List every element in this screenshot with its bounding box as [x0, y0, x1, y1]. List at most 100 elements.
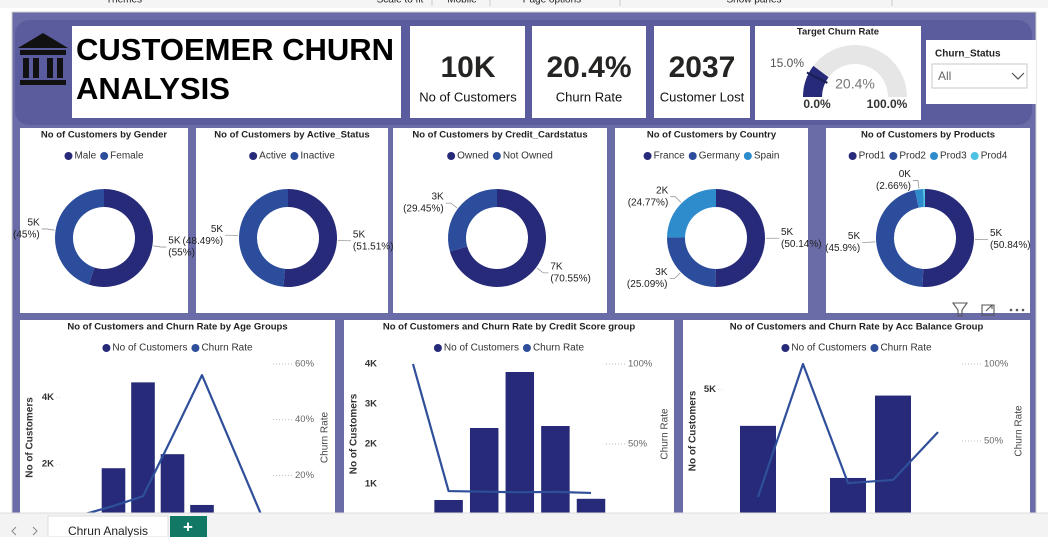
kpi-value: 10K [440, 51, 495, 84]
data-label: (29.45%) [403, 204, 444, 215]
toolbar-item[interactable]: Show panes [726, 0, 781, 6]
legend-label: Prod3 [940, 151, 967, 162]
slicer-dropdown[interactable] [931, 63, 1028, 89]
dropdown-chevron [1011, 72, 1025, 80]
legend-label: Prod2 [899, 151, 926, 162]
legend-marker [447, 152, 456, 160]
y-tick-label: 3K [365, 399, 377, 410]
legend: Active Inactive [249, 151, 335, 162]
legend-label: Prod4 [981, 151, 1008, 162]
kpi-label: Customer Lost [660, 89, 745, 104]
leader-line [153, 245, 167, 248]
page-tab-label[interactable]: Chrun Analysis [68, 524, 148, 537]
y-tick-label: 5K [704, 384, 716, 395]
focus-icon[interactable] [981, 304, 995, 316]
toolbar-item[interactable]: Mobile [447, 0, 477, 6]
tab-next[interactable] [32, 526, 38, 536]
page-tab[interactable] [47, 515, 169, 537]
bar [875, 395, 911, 518]
legend-label: No of Customers [112, 343, 187, 354]
y2-tick-label: 50% [984, 436, 1004, 447]
legend-label: Churn Rate [201, 343, 253, 354]
data-label: (2.66%) [876, 181, 911, 192]
legend-label: Female [110, 151, 144, 162]
legend-marker [100, 152, 109, 160]
leader-line [41, 228, 55, 231]
legend-marker [781, 344, 790, 352]
gauge-track [803, 45, 907, 97]
legend-label: Spain [754, 151, 780, 162]
y2-tick-label: 100% [984, 359, 1009, 370]
legend-marker [688, 152, 697, 160]
donut-slice [449, 189, 546, 287]
toolbar-item[interactable]: Page options [523, 0, 581, 6]
gauge [803, 45, 907, 97]
legend-label: Inactive [300, 151, 335, 162]
legend-marker [290, 152, 299, 160]
leader-line [912, 180, 920, 189]
slicer-selected: All [938, 69, 951, 83]
donut-slice [88, 189, 153, 287]
chart-title: No of Customers and Churn Rate by Age Gr… [67, 322, 287, 333]
data-label: (50.14%) [781, 239, 822, 250]
data-label-count: 5K [168, 236, 181, 247]
donut-slice [923, 189, 925, 208]
legend: No of Customers Churn Rate [102, 343, 253, 354]
bar [505, 372, 535, 524]
kpi-label: No of Customers [419, 89, 517, 104]
donut-slice [447, 189, 497, 252]
toolbar-item[interactable]: Scale to fit [377, 0, 424, 6]
data-label-count: 5K [848, 231, 861, 242]
leader-line [862, 241, 876, 243]
legend-label: Active [259, 151, 287, 162]
y2-tick-label: 100% [628, 359, 653, 370]
data-label: (25.09%) [627, 279, 668, 290]
filter-icon[interactable] [951, 302, 969, 317]
gauge-target-label: 15.0% [770, 56, 804, 70]
legend-marker [848, 152, 857, 160]
bar [160, 454, 185, 531]
legend-label: No of Customers [444, 343, 519, 354]
y-tick-label: 2K [365, 439, 377, 450]
y2-axis-title: Churn Rate [1014, 405, 1025, 457]
slicer-title: Churn_Status [935, 49, 1001, 60]
toolbar-item[interactable]: Themes [106, 0, 142, 6]
more-icon[interactable] [1009, 308, 1025, 312]
y2-tick-label: 40% [295, 414, 315, 425]
legend: France Germany Spain [643, 151, 780, 162]
legend-marker [102, 344, 111, 352]
leader-line [536, 267, 549, 274]
legend-label: Prod1 [859, 151, 886, 162]
legend-marker [643, 152, 652, 160]
donut-slice [667, 189, 716, 238]
legend-marker [433, 344, 442, 352]
legend-marker [64, 152, 73, 160]
donut-slice [238, 189, 288, 287]
y2-axis-title: Churn Rate [320, 411, 331, 463]
y-axis-title: No of Customers [688, 390, 699, 471]
data-label: (50.84%) [990, 240, 1031, 251]
chart-title: No of Customers by Credit_Cardstatus [412, 130, 587, 141]
donut-slice [876, 190, 924, 287]
leader-line [670, 196, 682, 203]
legend-marker [889, 152, 898, 160]
chart-title: No of Customers by Products [861, 130, 995, 141]
tab-prev[interactable] [11, 526, 17, 536]
legend-label: Churn Rate [880, 343, 932, 354]
data-label-count: 5K [211, 224, 224, 235]
y2-tick-label: 60% [295, 359, 315, 370]
visual-header [951, 302, 995, 317]
gauge-title: Target Churn Rate [797, 27, 879, 38]
gauge-value-label: 20.4% [835, 76, 875, 92]
add-page[interactable] [170, 516, 207, 537]
legend: Male Female [64, 151, 144, 162]
line [756, 362, 939, 498]
add-page-label[interactable]: + [183, 517, 193, 536]
data-label-count: 5K [990, 228, 1003, 239]
legend: Owned Not Owned [447, 151, 553, 162]
kpi-card [410, 26, 525, 118]
legend-marker [492, 152, 501, 160]
report-title: CUSTOEMER CHURN [76, 32, 394, 67]
data-label-count: 2K [656, 185, 669, 196]
data-label: (24.77%) [628, 197, 669, 208]
